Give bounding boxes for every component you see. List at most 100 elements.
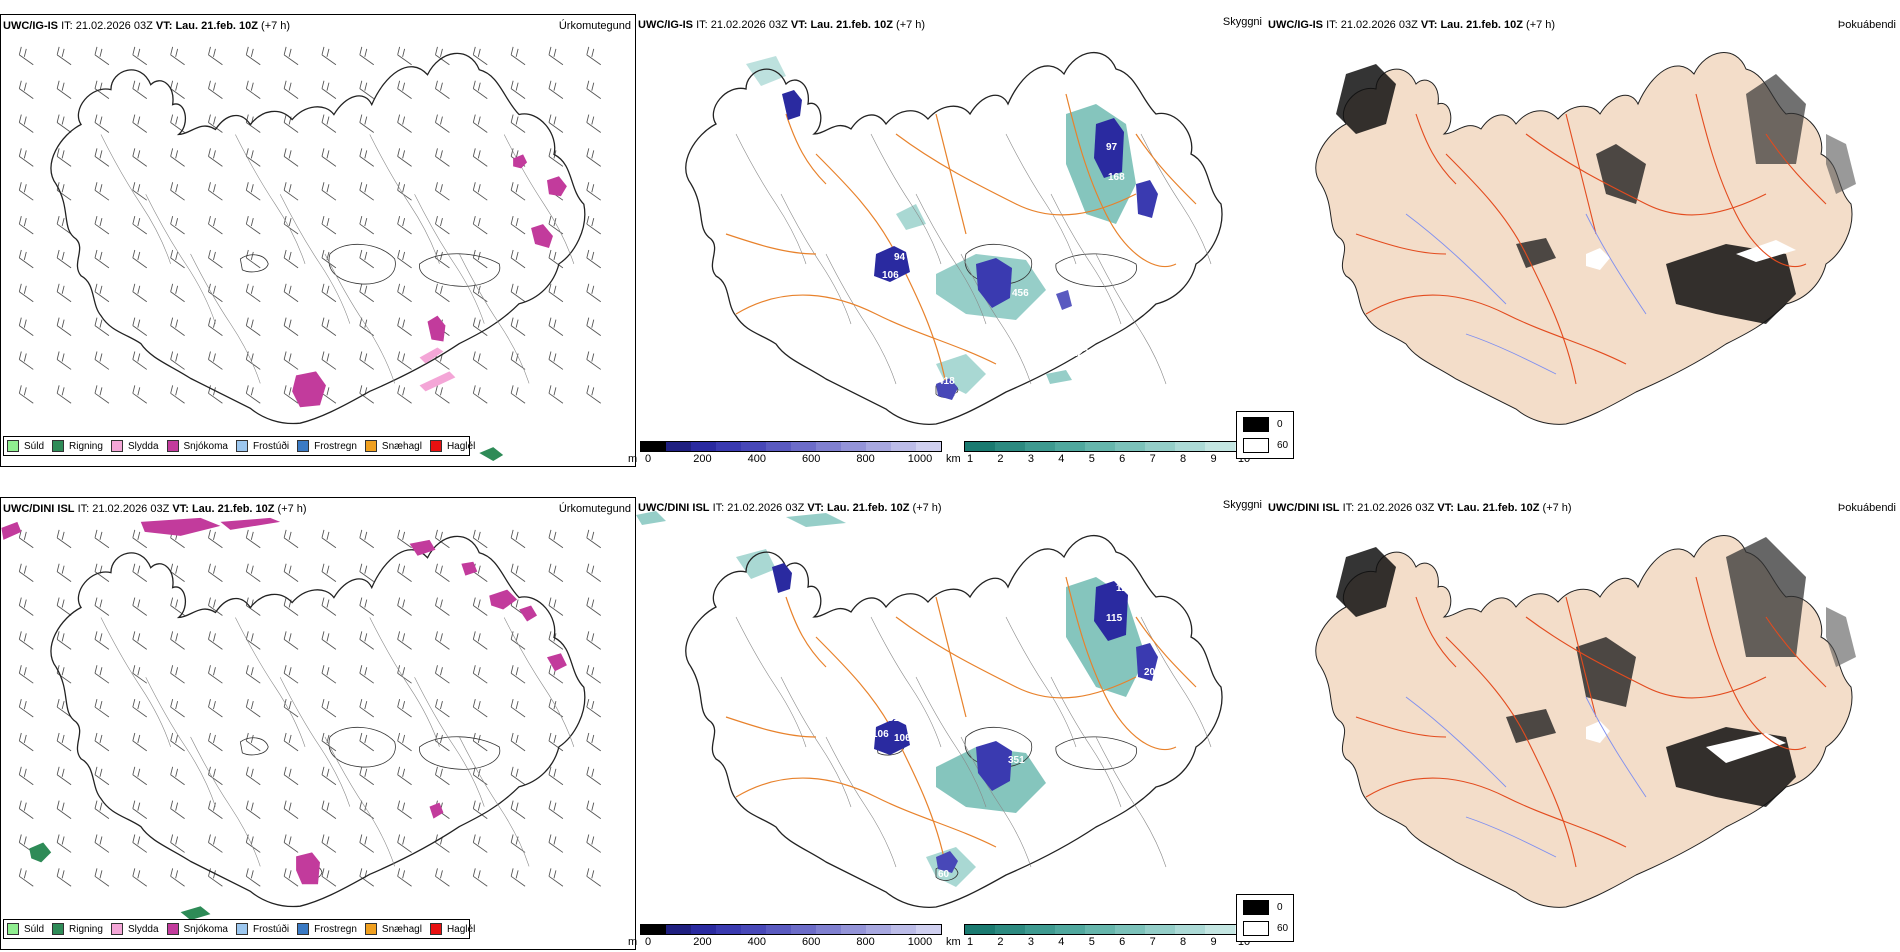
snow-area [427,315,446,342]
wind-barb [548,529,564,549]
model-name: UWC/IG-IS [1268,19,1323,31]
glacier-outline [419,736,501,770]
wind-barb [208,868,223,887]
panel-header: UWC/IG-IS IT: 21.02.2026 03Z VT: Lau. 21… [636,14,1266,34]
wind-barb [245,351,261,370]
colorbar-tick: 3 [1027,936,1034,948]
wind-barb [359,698,375,718]
wind-barb [321,182,337,201]
wind-barb [94,766,110,786]
fog-panel-row1: UWC/IG-IS IT: 21.02.2026 03Z VT: Lau. 21… [1236,14,1900,467]
low-visibility-areas [636,511,1146,887]
model-name: UWC/IG-IS [638,19,693,31]
colorbar-segment [1025,925,1055,934]
colorbar-tick: 5 [1088,453,1095,465]
panel-header: UWC/DINI ISL IT: 21.02.2026 03Z VT: Lau.… [636,497,1266,517]
ceiling-value-label: 106 [882,270,899,281]
wind-barb [132,46,148,66]
wind-barb [132,80,148,99]
wind-barb [510,732,526,752]
wind-barb [18,868,34,887]
colorbar-segment [1145,442,1175,451]
ceiling-value-label: 106 [954,392,971,403]
wind-barb [586,868,602,887]
ceiling-value-label: 456 [1012,288,1029,299]
wind-barb [56,732,72,752]
fog-panel-row2: UWC/DINI ISL IT: 21.02.2026 03Z VT: Lau.… [1236,497,1900,950]
wind-barb [18,351,34,370]
ceiling-labels: 81 106 106 351 106 60 124 115 203 68 30 153 [872,557,1196,880]
wind-barb [472,800,488,819]
colorbar-tick: 200 [693,936,712,948]
wind-barb [170,631,185,650]
snow-area [531,224,553,248]
wind-barb [321,698,337,718]
colorbar-segment [766,925,791,934]
river [1405,213,1507,305]
wind-barb [397,351,412,370]
wind-barb [170,665,185,684]
wind-barb [435,665,450,684]
wind-barb [472,732,488,752]
wind-barb [586,215,602,235]
wind-barb [94,597,110,616]
lead-time: (+7 h) [1526,19,1556,31]
wind-barb [56,766,72,786]
colorbar-segment [841,442,866,451]
river [1465,816,1557,858]
wind-barb [170,385,185,404]
fog-areas [1336,537,1856,807]
wind-barb [245,563,261,582]
wind-barb [18,46,34,66]
legend-swatch [52,440,65,452]
wind-barb [208,732,223,752]
wind-barb [472,215,488,235]
wind-barb [208,698,223,718]
snow-area [546,176,567,197]
colorbar-segment [816,442,841,451]
contour-line [960,253,1032,385]
ceiling-value-label: 97 [1106,142,1118,153]
wind-barb [18,800,34,819]
wind-barb [283,317,299,336]
wind-barb [283,597,299,616]
contour-line [780,193,852,325]
wind-barb [359,351,375,370]
panel-header: UWC/DINI ISL IT: 21.02.2026 03Z VT: Lau.… [1,498,635,518]
precip-type-panel-row2: UWC/DINI ISL IT: 21.02.2026 03Z VT: Lau.… [0,497,636,950]
road [1065,93,1177,268]
ceiling-value-label: 203 [1144,667,1161,678]
wind-barb [510,766,526,786]
wind-barb [397,317,412,336]
wind-barb [170,732,185,752]
wind-barb [94,317,110,336]
ceiling-value-label: 83 [1158,276,1170,287]
ceiling-value-label: 94 [894,252,906,263]
panel-title: Úrkomutegund [558,20,631,32]
contour-line [503,134,575,264]
wind-barb [208,80,223,99]
wind-barb [18,385,34,404]
vt-value: Lau. 21.feb. 10Z [810,19,893,31]
wind-barb [510,665,526,684]
wind-barb [359,732,375,752]
legend-item: Frostúði [235,440,289,452]
precip-map [1,517,602,921]
wind-barb [586,631,602,650]
wind-barb [208,631,223,650]
wind-barb [397,182,412,201]
wind-barb [359,766,375,786]
wind-barb [586,114,602,133]
wind-barb [548,732,564,752]
colorbar-segment [1025,442,1055,451]
wind-barb [472,631,488,650]
wind-barb [18,665,34,684]
panel-header: UWC/IG-IS IT: 21.02.2026 03Z VT: Lau. 21… [1,15,635,35]
wind-barb [586,597,602,616]
ceiling-value-label: 60 [938,869,950,880]
wind-barb [397,834,412,853]
wind-barb [510,46,526,66]
colorbar-segment [1115,442,1145,451]
wind-barb [245,766,261,786]
snow-area [461,561,478,576]
